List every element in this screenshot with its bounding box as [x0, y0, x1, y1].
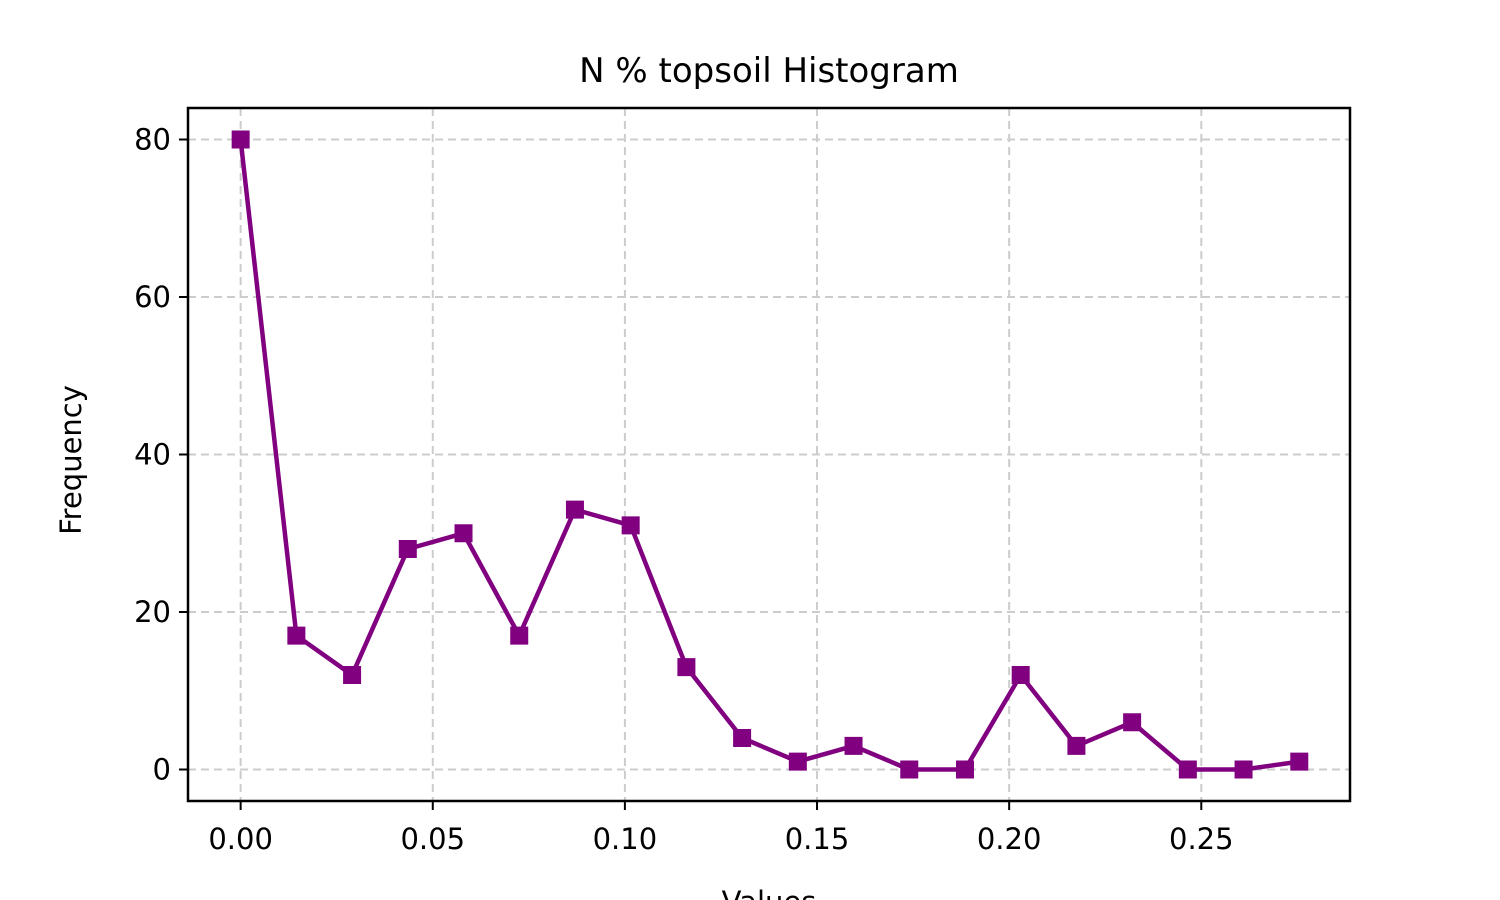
- series-line: [238, 139, 1300, 772]
- y-tick-label: 40: [134, 438, 171, 472]
- data-point: [510, 626, 529, 645]
- chart-title: N % topsoil Histogram: [579, 51, 959, 91]
- x-tick-label: 0.15: [785, 822, 850, 856]
- data-point: [900, 760, 919, 779]
- data-point: [231, 130, 250, 149]
- data-point: [677, 658, 696, 677]
- y-tick-label: 20: [134, 595, 171, 629]
- data-point: [844, 736, 863, 755]
- x-tick-label: 0.25: [1169, 822, 1234, 856]
- x-axis-label: Values: [722, 885, 817, 900]
- y-axis-label: Frequency: [54, 385, 88, 535]
- x-tick-label: 0.20: [977, 822, 1042, 856]
- x-tick-label: 0.10: [593, 822, 658, 856]
- data-point: [398, 540, 417, 558]
- data-point: [1290, 752, 1309, 771]
- data-point: [287, 626, 306, 645]
- data-point: [565, 500, 584, 519]
- axis-ticks: 0.00 0.05 0.10 0.15 0.20 0.25 0 20 40 60 80: [134, 123, 1233, 857]
- data-point: [733, 729, 752, 747]
- data-point: [1067, 736, 1086, 755]
- data-point: [343, 666, 362, 684]
- y-tick-label: 80: [134, 123, 171, 157]
- plot-area-frame: [186, 106, 1352, 803]
- data-point: [621, 516, 640, 535]
- data-point: [1178, 760, 1197, 779]
- y-tick-label: 60: [134, 280, 171, 314]
- x-tick-label: 0.00: [208, 822, 273, 856]
- y-tick-label: 0: [153, 753, 171, 787]
- grid-lines: [188, 108, 1350, 801]
- data-point: [1234, 760, 1253, 779]
- data-point: [1123, 713, 1142, 732]
- data-point: [788, 752, 807, 771]
- data-point: [955, 760, 974, 779]
- data-point: [1011, 666, 1030, 684]
- data-point: [454, 524, 473, 543]
- x-tick-label: 0.05: [400, 822, 465, 856]
- data-series: [231, 130, 1309, 779]
